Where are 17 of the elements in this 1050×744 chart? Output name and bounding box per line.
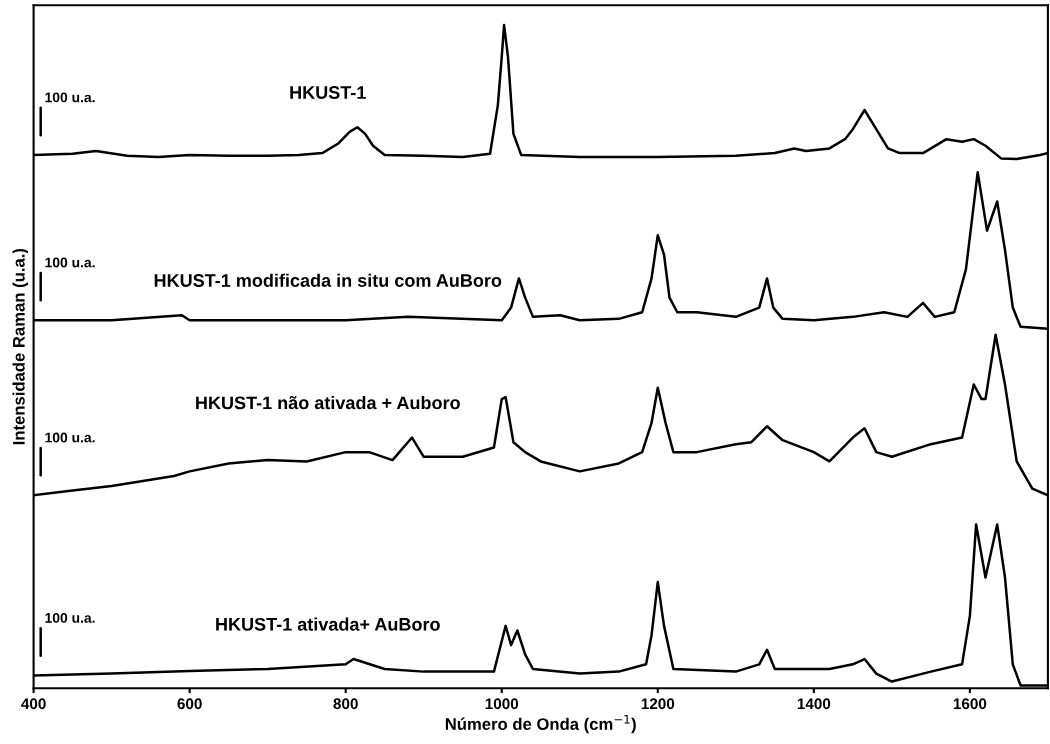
annotation: 100 u.a. <box>45 257 95 268</box>
x-tick-label: 400 <box>21 698 46 710</box>
annotation: 100 u.a. <box>45 612 95 623</box>
x-tick-label: 800 <box>333 698 358 710</box>
text: HKUST-1 não ativada + Auboro <box>196 395 460 410</box>
series-label: HKUST-1 <box>290 86 366 99</box>
series-label: HKUST-1 modificada in situ com AuBoro <box>154 273 502 287</box>
x-axis-title: Número de Onda (cm$^{−1}$) <box>445 714 636 734</box>
y-axis-title: Intensidade Raman (u.a.) <box>12 248 29 445</box>
x-tick-label: 1000 <box>485 698 519 710</box>
x-tick-label: 1600 <box>953 698 987 710</box>
annotation: 100 u.a. <box>45 432 95 443</box>
annotation: 100 u.a. <box>45 92 95 103</box>
x-tick-label: 600 <box>177 698 202 710</box>
x-tick-label: 1400 <box>797 698 831 710</box>
x-tick-label: 1200 <box>641 698 675 710</box>
text: HKUST-1 ativada+ AuBoro <box>216 617 440 631</box>
